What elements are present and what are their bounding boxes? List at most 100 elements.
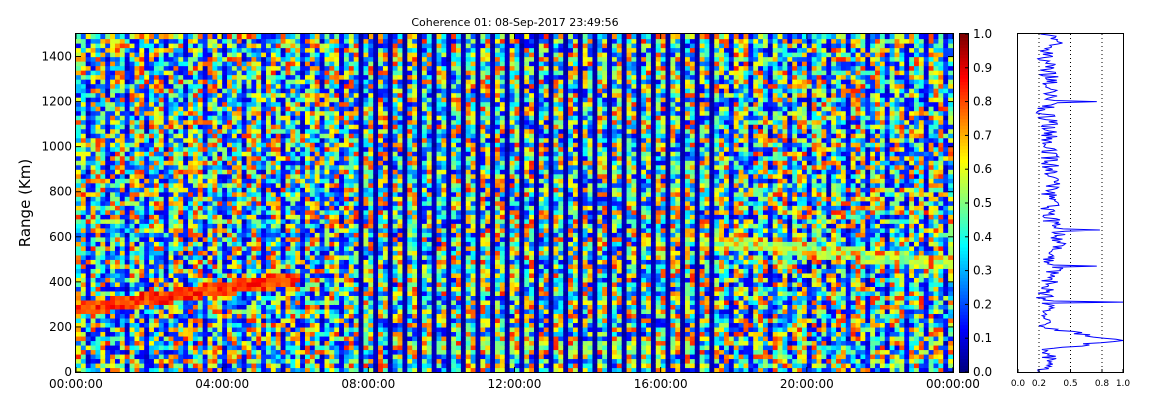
heatmap-cell — [300, 349, 306, 355]
heatmap-cell — [397, 367, 404, 373]
heatmap-cell — [309, 250, 316, 256]
heatmap-cell — [139, 326, 145, 333]
heatmap-cell — [324, 250, 330, 256]
heatmap-cell — [290, 349, 296, 355]
heatmap-cell — [207, 299, 214, 305]
heatmap-cell — [183, 335, 189, 342]
heatmap-cell — [227, 65, 233, 71]
heatmap-cell — [183, 308, 189, 315]
heatmap-cell — [119, 92, 126, 98]
heatmap-cell — [309, 106, 316, 112]
heatmap-cell — [368, 236, 374, 242]
heatmap-cell — [358, 218, 365, 224]
heatmap-cell — [256, 299, 262, 305]
heatmap-cell — [124, 340, 131, 346]
heatmap-cell — [163, 155, 170, 161]
heatmap-cell — [163, 56, 170, 62]
heatmap-cell — [95, 43, 101, 49]
heatmap-cell — [231, 263, 238, 269]
heatmap-cell — [251, 187, 257, 193]
heatmap-cell — [227, 304, 233, 310]
heatmap-cell — [236, 133, 243, 139]
heatmap-cell — [324, 218, 330, 224]
heatmap-cell — [353, 151, 360, 157]
heatmap-cell — [348, 92, 355, 98]
heatmap-cell — [105, 308, 111, 315]
heatmap-cell — [212, 200, 218, 206]
heatmap-cell — [153, 43, 160, 49]
heatmap-cell — [358, 259, 365, 265]
heatmap-cell — [280, 74, 287, 80]
heatmap-cell — [300, 119, 306, 125]
heatmap-cell — [353, 326, 360, 333]
heatmap-cell — [100, 124, 106, 130]
heatmap-cell — [134, 344, 140, 351]
heatmap-cell — [285, 268, 291, 274]
heatmap-cell — [241, 142, 248, 148]
heatmap-cell — [217, 245, 223, 251]
heatmap-cell — [314, 214, 321, 220]
heatmap-cell — [227, 245, 233, 251]
heatmap-cell — [236, 169, 243, 175]
heatmap-cell — [256, 331, 262, 337]
heatmap-cell — [295, 353, 301, 360]
heatmap-cell — [382, 187, 389, 193]
heatmap-cell — [343, 218, 350, 224]
heatmap-cell — [231, 182, 238, 188]
heatmap-cell — [334, 88, 340, 94]
heatmap-cell — [100, 200, 106, 206]
heatmap-cell — [275, 182, 282, 188]
heatmap-cell — [188, 349, 194, 355]
heatmap-cell — [197, 97, 204, 103]
heatmap-cell — [382, 137, 389, 143]
heatmap-cell — [85, 178, 92, 184]
heatmap-cell — [280, 128, 287, 134]
heatmap-cell — [129, 331, 136, 337]
heatmap-cell — [124, 101, 131, 107]
heatmap-cell — [343, 263, 350, 269]
heatmap-cell — [114, 128, 121, 134]
heatmap-cell — [256, 250, 262, 256]
heatmap-cell — [80, 358, 87, 364]
heatmap-cell — [173, 299, 179, 305]
heatmap-cell — [227, 340, 233, 346]
heatmap-cell — [309, 124, 316, 130]
heatmap-cell — [368, 263, 374, 269]
heatmap-cell — [343, 272, 350, 278]
heatmap-cell — [212, 358, 218, 364]
heatmap-cell — [153, 146, 160, 152]
heatmap-cell — [124, 308, 131, 315]
heatmap-cell — [392, 151, 399, 157]
heatmap-cell — [358, 92, 365, 98]
heatmap-cell — [324, 83, 330, 89]
heatmap-cell — [314, 358, 321, 364]
heatmap-cell — [173, 115, 179, 121]
heatmap-cell — [153, 160, 160, 166]
heatmap-cell — [144, 232, 150, 238]
heatmap-cell — [129, 281, 136, 287]
heatmap-cell — [290, 272, 296, 278]
heatmap-cell — [90, 119, 97, 125]
heatmap-cell — [85, 295, 92, 301]
heatmap-cell — [105, 70, 111, 76]
heatmap-cell — [149, 304, 155, 310]
heatmap-cell — [80, 61, 87, 67]
heatmap-cell — [334, 200, 340, 206]
heatmap-cell — [80, 214, 87, 220]
heatmap-cell — [222, 308, 228, 315]
heatmap-cell — [144, 272, 150, 278]
heatmap-cell — [343, 191, 350, 197]
heatmap-cell — [353, 142, 360, 148]
heatmap-cell — [178, 88, 184, 94]
heatmap-cell — [241, 65, 248, 71]
heatmap-cell — [382, 241, 389, 247]
heatmap-cell — [114, 232, 121, 238]
heatmap-cell — [295, 344, 301, 351]
heatmap-cell — [295, 160, 301, 166]
heatmap-cell — [378, 70, 384, 76]
heatmap-cell — [334, 286, 340, 292]
heatmap-cell — [353, 52, 360, 58]
heatmap-cell — [144, 236, 150, 242]
heatmap-cell — [392, 142, 399, 148]
heatmap-cell — [373, 97, 379, 103]
